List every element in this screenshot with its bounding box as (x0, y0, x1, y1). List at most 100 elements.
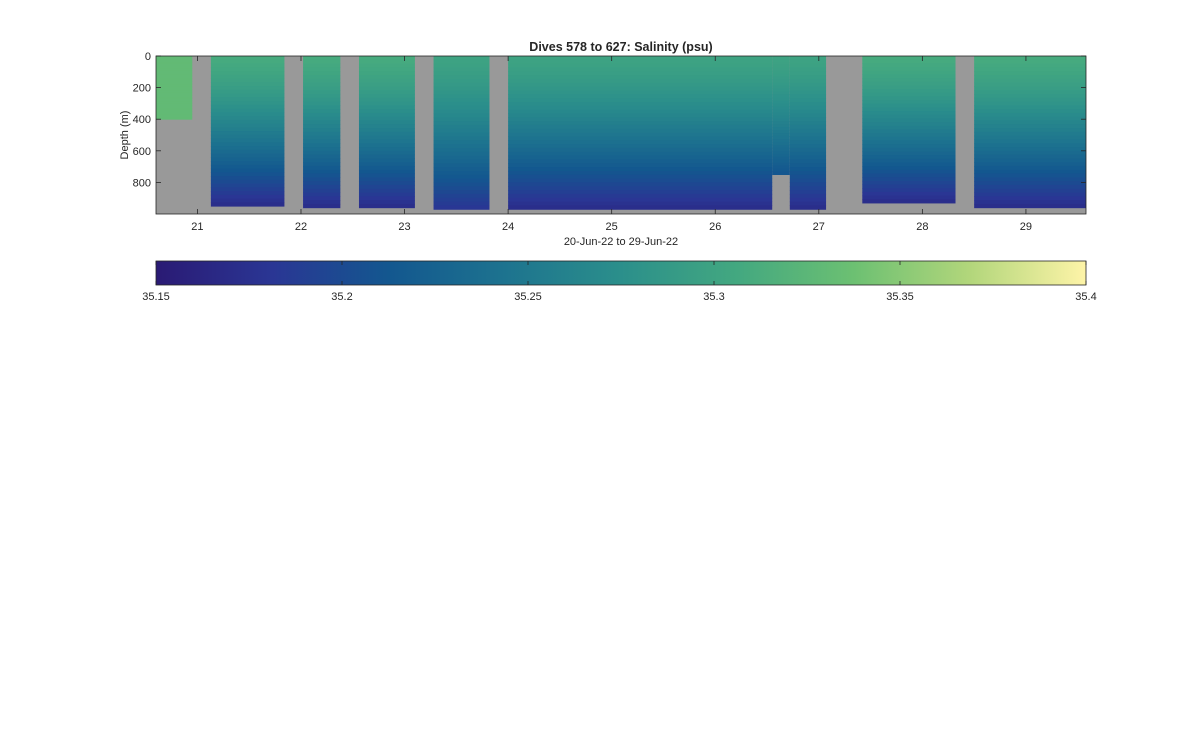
salinity-cell (862, 155, 956, 160)
salinity-cell (789, 109, 827, 114)
salinity-cell (789, 105, 827, 111)
salinity-cell (303, 116, 341, 121)
salinity-cell (508, 132, 773, 137)
x-tick-label: 29 (1020, 221, 1032, 233)
salinity-cell (789, 159, 827, 164)
salinity-cell (772, 97, 790, 101)
x-tick-label: 26 (709, 221, 721, 233)
salinity-cell (789, 197, 827, 203)
salinity-cell (433, 140, 490, 145)
salinity-cell (303, 128, 341, 133)
salinity-cell (862, 199, 956, 204)
x-tick-label: 22 (295, 221, 307, 233)
salinity-cell (789, 205, 827, 210)
salinity-cell (358, 165, 415, 171)
salinity-cell (772, 82, 790, 87)
salinity-cell (508, 86, 773, 91)
salinity-cell (303, 158, 341, 163)
salinity-cell (210, 168, 285, 173)
salinity-cell (303, 165, 341, 171)
salinity-cell (303, 143, 341, 148)
salinity-cell (772, 91, 790, 96)
salinity-cell (303, 124, 341, 129)
salinity-cell (156, 86, 193, 89)
salinity-cell (508, 167, 773, 172)
salinity-cell (303, 56, 341, 61)
dive-column (508, 56, 773, 210)
salinity-cell (210, 183, 285, 188)
salinity-cell (789, 90, 827, 95)
salinity-cell (772, 153, 790, 158)
salinity-cell (789, 121, 827, 126)
salinity-cell (974, 192, 1086, 197)
salinity-cell (210, 146, 285, 151)
salinity-cell (156, 84, 193, 87)
salinity-cell (772, 144, 790, 149)
salinity-cell (789, 182, 827, 187)
salinity-cell (303, 135, 341, 140)
salinity-cell (433, 113, 490, 118)
colorbar-tick-label: 35.15 (142, 291, 170, 303)
salinity-cell (862, 195, 956, 200)
salinity-cell (156, 95, 193, 98)
salinity-cell (789, 167, 827, 172)
salinity-cell (433, 101, 490, 107)
salinity-cell (303, 59, 341, 65)
dive-column (303, 56, 341, 209)
salinity-cell (156, 109, 193, 112)
salinity-cell (210, 179, 285, 185)
salinity-cell (862, 129, 956, 134)
salinity-cell (358, 139, 415, 144)
salinity-cell (772, 79, 790, 84)
salinity-cell (358, 181, 415, 186)
salinity-cell (303, 78, 341, 84)
salinity-cell (974, 97, 1086, 102)
salinity-cell (974, 158, 1086, 163)
salinity-cell (974, 101, 1086, 106)
x-tick-label: 27 (813, 221, 825, 233)
salinity-cell (862, 56, 956, 61)
salinity-cell (303, 147, 341, 152)
salinity-cell (862, 70, 956, 75)
salinity-cell (772, 56, 790, 60)
dive-column (772, 56, 790, 175)
salinity-cell (974, 90, 1086, 95)
salinity-cell (358, 82, 415, 87)
salinity-cell (210, 161, 285, 166)
salinity-cell (508, 136, 773, 141)
salinity-cell (358, 74, 415, 80)
salinity-cell (789, 170, 827, 176)
salinity-cell (974, 105, 1086, 110)
salinity-cell (156, 114, 193, 117)
salinity-cell (358, 158, 415, 163)
salinity-cell (358, 124, 415, 129)
salinity-cell (862, 166, 956, 171)
salinity-cell (358, 184, 415, 190)
salinity-cell (974, 131, 1086, 137)
salinity-cell (508, 197, 773, 203)
salinity-cell (210, 89, 285, 95)
salinity-cell (156, 78, 193, 81)
salinity-cell (974, 165, 1086, 171)
salinity-cell (433, 178, 490, 183)
salinity-cell (789, 178, 827, 183)
colorbar: 35.15 35.2 35.25 35.3 35.35 35.4 (142, 260, 1097, 303)
salinity-cell (772, 168, 790, 173)
salinity-cell (433, 82, 490, 88)
salinity-cell (358, 97, 415, 102)
salinity-cell (358, 90, 415, 95)
salinity-cell (974, 74, 1086, 80)
colorbar-tick-label: 35.3 (703, 291, 724, 303)
salinity-cell (210, 164, 285, 170)
salinity-cell (433, 136, 490, 141)
salinity-cell (156, 76, 193, 79)
salinity-cell (772, 171, 790, 175)
salinity-cell (358, 93, 415, 99)
salinity-cell (772, 159, 790, 164)
y-tick-label: 0 (145, 51, 151, 63)
salinity-cell (772, 162, 790, 167)
salinity-cell (862, 122, 956, 127)
salinity-cell (974, 93, 1086, 99)
x-tick-label: 28 (916, 221, 928, 233)
salinity-cell (358, 196, 415, 201)
